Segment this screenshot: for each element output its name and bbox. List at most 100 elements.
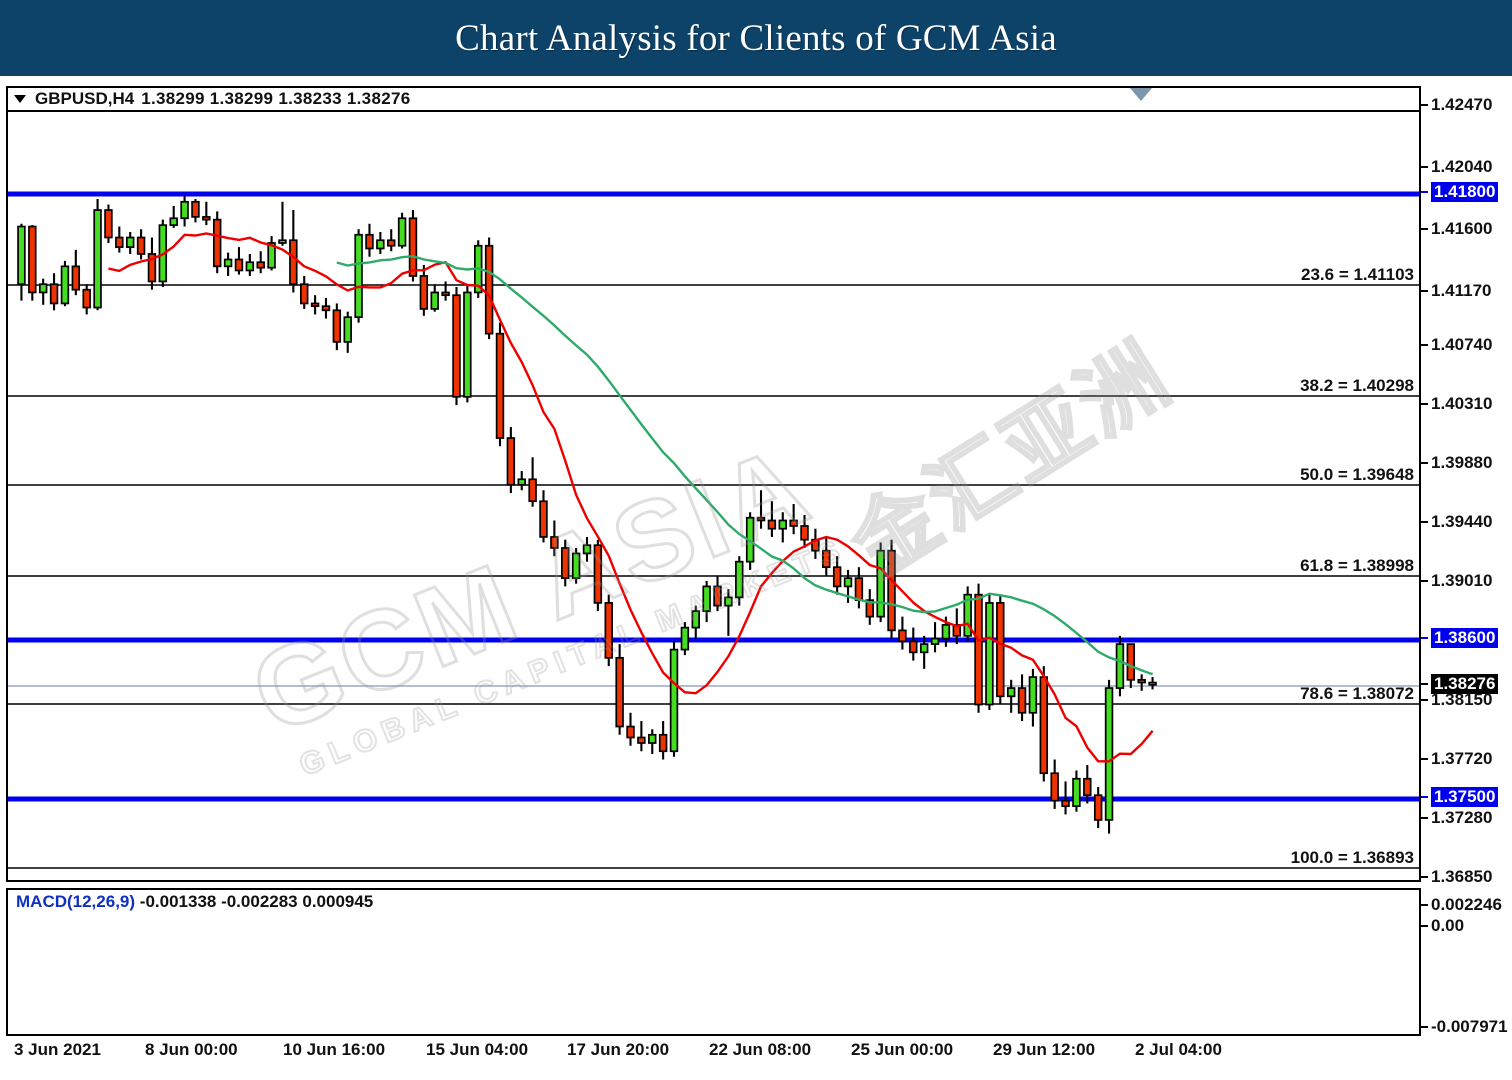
candle-body xyxy=(136,236,146,255)
tick-dash xyxy=(1421,521,1428,523)
candle-body xyxy=(387,239,396,247)
candle-body xyxy=(278,239,287,244)
candle-body xyxy=(299,283,309,305)
candle-body xyxy=(1126,643,1136,681)
tick-dash xyxy=(1421,1026,1428,1028)
candle-body xyxy=(919,643,929,654)
candle-body xyxy=(637,736,646,744)
price-tick: 1.38600 xyxy=(1421,628,1512,648)
tick-value: 1.40740 xyxy=(1431,335,1493,354)
candle-body xyxy=(528,478,537,503)
candle-body xyxy=(909,640,918,654)
price-tick: 1.40310 xyxy=(1421,394,1512,413)
candle-body xyxy=(615,656,624,728)
candle-body xyxy=(125,236,135,248)
candle-body xyxy=(1017,687,1027,714)
candle-body xyxy=(397,217,407,247)
triangle-down-icon[interactable] xyxy=(14,95,26,103)
tick-value: 1.41600 xyxy=(1431,219,1493,238)
candle-body xyxy=(1028,676,1038,714)
tick-value: 1.42040 xyxy=(1431,157,1493,176)
tick-dash xyxy=(1421,344,1428,346)
fibonacci-level-label: 50.0 = 1.39648 xyxy=(1300,465,1414,484)
candle-body xyxy=(974,593,983,706)
tick-dash xyxy=(1421,904,1428,906)
candle-body xyxy=(115,236,124,248)
chart-marker-triangle-icon[interactable] xyxy=(1130,88,1152,101)
time-scale[interactable]: 3 Jun 2021 8 Jun 00:00 10 Jun 16:00 15 Jun … xyxy=(6,1038,1421,1072)
tick-dash xyxy=(1421,876,1428,878)
candle-body xyxy=(865,599,875,618)
price-chart-canvas xyxy=(8,102,1419,869)
candle-body xyxy=(1072,777,1081,808)
time-tick-label: 10 Jun 16:00 xyxy=(283,1040,386,1059)
candle-body xyxy=(539,500,548,538)
candle-body xyxy=(310,302,320,308)
tick-dash xyxy=(1421,191,1428,193)
price-tick: 1.39010 xyxy=(1421,571,1512,590)
candle-body xyxy=(517,478,526,486)
price-scale[interactable]: 1.42470 1.42040 1.41800 1.41600 1.41170 1.407… xyxy=(1421,86,1512,1036)
macd-tick: 0.00 xyxy=(1421,916,1512,935)
macd-pane[interactable]: MACD(12,26,9) -0.001338 -0.002283 0.0009… xyxy=(6,888,1421,1036)
fibonacci-level-label: 23.6 = 1.41103 xyxy=(1301,265,1414,284)
tick-value: 1.37280 xyxy=(1431,808,1493,827)
tick-value: 1.38276 xyxy=(1431,674,1499,694)
page-title: Chart Analysis for Clients of GCM Asia xyxy=(455,17,1057,59)
candle-body xyxy=(71,265,81,291)
page-header: Chart Analysis for Clients of GCM Asia xyxy=(0,0,1512,76)
price-tick: 1.42470 xyxy=(1421,95,1512,114)
tick-value: -0.007971 xyxy=(1431,1017,1508,1036)
time-tick-label: 3 Jun 2021 xyxy=(14,1040,101,1059)
price-tick: 1.39440 xyxy=(1421,512,1512,531)
tick-dash xyxy=(1421,580,1428,582)
price-tick: 1.37500 xyxy=(1421,787,1512,807)
candle-body xyxy=(256,261,265,269)
candle-body xyxy=(822,549,831,569)
candle-body xyxy=(582,544,592,555)
candle-body xyxy=(267,242,276,269)
price-tick: 1.40740 xyxy=(1421,335,1512,354)
fibonacci-level-label: 38.2 = 1.40298 xyxy=(1300,376,1414,395)
macd-name: MACD(12,26,9) xyxy=(16,892,136,911)
candle-body xyxy=(365,233,374,250)
candle-body xyxy=(147,253,157,283)
tick-value: 1.41800 xyxy=(1431,182,1499,202)
candle-body xyxy=(321,305,331,312)
candle-body xyxy=(843,577,853,588)
slow-moving-average-line xyxy=(336,254,1153,676)
tick-value: 0.002246 xyxy=(1431,895,1502,914)
candle-body xyxy=(452,294,461,398)
candle-body xyxy=(735,560,744,599)
moving-average-lines xyxy=(108,232,1154,763)
tick-dash xyxy=(1421,290,1428,292)
time-tick-label: 17 Jun 20:00 xyxy=(567,1040,670,1059)
candle-body xyxy=(778,519,787,530)
quote-bar: GBPUSD,H4 1.38299 1.38299 1.38233 1.3827… xyxy=(8,88,1419,112)
candle-body xyxy=(648,733,657,744)
candlestick-series xyxy=(17,196,1157,834)
price-tick: 1.36850 xyxy=(1421,867,1512,886)
time-tick-label: 2 Jul 04:00 xyxy=(1135,1040,1222,1059)
macd-tick: 0.002246 xyxy=(1421,895,1512,914)
price-pane[interactable]: GCM ASIA GLOBAL CAPITAL MARKETS 金汇亚洲 0.0… xyxy=(6,86,1421,882)
price-tick: 1.41600 xyxy=(1421,219,1512,238)
tick-dash xyxy=(1421,796,1428,798)
candle-body xyxy=(495,332,505,439)
candle-body xyxy=(789,519,798,527)
candle-body xyxy=(996,602,1005,698)
candle-body xyxy=(441,291,450,297)
candle-body xyxy=(60,265,70,305)
macd-legend: MACD(12,26,9) -0.001338 -0.002283 0.0009… xyxy=(16,892,373,912)
tick-value: 1.40310 xyxy=(1431,394,1493,413)
fibonacci-level-label: 100.0 = 1.36893 xyxy=(1290,848,1414,867)
candle-body xyxy=(234,258,244,272)
candle-body xyxy=(985,602,994,706)
current-price-tick: 1.38276 xyxy=(1421,674,1512,694)
tick-value: 1.38150 xyxy=(1431,690,1493,709)
candle-body xyxy=(343,316,352,343)
price-tick: 1.37720 xyxy=(1421,749,1512,768)
candle-body xyxy=(854,577,864,601)
candle-body xyxy=(191,200,200,218)
